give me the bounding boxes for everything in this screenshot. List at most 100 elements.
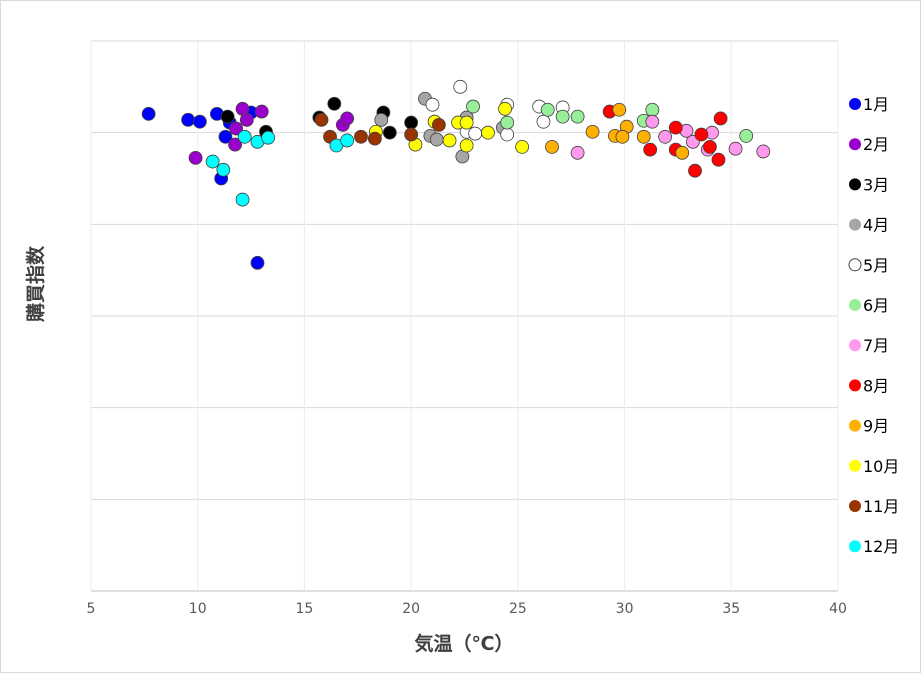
data-point — [688, 163, 702, 178]
data-point — [141, 106, 156, 121]
legend-item: 10月 — [849, 457, 899, 476]
data-point — [453, 79, 468, 94]
legend: 1月 2月 3月 4月 5月 6月 7月 8月 9月 10月 11月 12月 — [848, 95, 899, 556]
legend-marker — [849, 178, 861, 191]
legend-label: 10月 — [863, 457, 899, 476]
data-point — [615, 129, 630, 144]
legend-marker — [849, 339, 861, 352]
legend-item: 11月 — [849, 497, 899, 516]
data-point — [459, 115, 474, 130]
legend-marker — [849, 299, 861, 311]
x-tick-labels: 5 10 15 20 25 30 35 40 — [87, 601, 847, 617]
legend-label: 12月 — [863, 537, 899, 556]
legend-item: 3月 — [849, 175, 889, 194]
data-point — [404, 115, 419, 130]
data-point — [425, 97, 440, 112]
data-point — [498, 101, 512, 116]
data-point — [192, 114, 207, 129]
data-point — [658, 129, 673, 144]
data-point — [675, 145, 690, 160]
data-point — [459, 138, 474, 153]
data-point — [739, 128, 754, 143]
legend-label: 6月 — [863, 296, 889, 315]
data-point — [500, 127, 515, 142]
data-point — [340, 133, 355, 148]
x-axis-title: 気温（℃） — [414, 632, 513, 655]
legend-item: 8月 — [849, 376, 889, 395]
legend-label: 4月 — [863, 216, 889, 235]
legend-marker — [849, 500, 861, 512]
legend-label: 11月 — [863, 497, 899, 516]
data-point — [229, 121, 244, 136]
legend-marker — [848, 258, 862, 272]
data-point — [636, 129, 651, 144]
x-tick-label: 5 — [87, 601, 96, 617]
legend-label: 7月 — [863, 336, 889, 355]
x-tick-label: 30 — [616, 601, 634, 617]
data-point — [374, 112, 389, 127]
data-point — [235, 192, 250, 207]
data-point — [481, 125, 495, 140]
data-point — [261, 130, 276, 145]
data-point — [728, 141, 743, 156]
data-point — [367, 131, 382, 146]
legend-marker — [849, 459, 861, 472]
data-point — [468, 126, 483, 141]
data-point — [612, 102, 627, 117]
data-point — [540, 102, 555, 117]
data-point — [643, 142, 658, 157]
data-point — [218, 129, 233, 144]
data-point — [181, 112, 196, 127]
x-tick-label: 35 — [722, 601, 740, 617]
legend-item: 9月 — [849, 417, 889, 436]
data-point — [327, 96, 342, 111]
data-point — [239, 112, 254, 127]
data-point — [536, 114, 551, 129]
legend-item: 2月 — [849, 135, 889, 154]
data-point — [431, 117, 446, 132]
legend-item: 5月 — [848, 256, 889, 275]
data-point — [711, 152, 726, 167]
data-point — [228, 137, 242, 152]
data-point — [442, 133, 457, 148]
data-point — [314, 112, 329, 127]
data-point — [340, 111, 355, 126]
data-point — [713, 111, 728, 126]
legend-label: 1月 — [863, 95, 889, 114]
data-point — [555, 109, 570, 124]
legend-item: 7月 — [849, 336, 889, 355]
data-point — [515, 139, 530, 154]
data-point — [250, 255, 265, 270]
legend-marker — [849, 138, 861, 151]
legend-marker — [849, 540, 861, 553]
legend-label: 9月 — [863, 417, 889, 436]
data-point — [570, 109, 585, 124]
legend-label: 8月 — [863, 376, 889, 395]
legend-marker — [849, 379, 861, 392]
data-point — [645, 102, 660, 117]
legend-marker — [849, 98, 861, 110]
data-point — [354, 129, 368, 144]
legend-item: 4月 — [849, 216, 889, 235]
data-point — [756, 144, 771, 159]
data-point — [570, 145, 585, 160]
data-point — [703, 139, 717, 154]
data-point — [404, 127, 419, 142]
data-point — [237, 129, 252, 144]
data-point — [205, 154, 220, 169]
legend-label: 5月 — [863, 256, 889, 275]
y-axis-title: 購買指数 — [24, 245, 47, 322]
x-tick-label: 20 — [402, 601, 420, 617]
legend-label: 3月 — [863, 175, 889, 194]
data-point — [694, 127, 709, 142]
data-point — [668, 120, 683, 135]
legend-item: 12月 — [849, 537, 899, 556]
data-point — [585, 124, 600, 139]
data-point — [188, 150, 203, 165]
legend-item: 1月 — [849, 95, 889, 114]
data-point — [382, 125, 397, 140]
legend-marker — [849, 218, 861, 231]
x-tick-label: 10 — [189, 601, 207, 617]
data-point — [254, 104, 269, 119]
